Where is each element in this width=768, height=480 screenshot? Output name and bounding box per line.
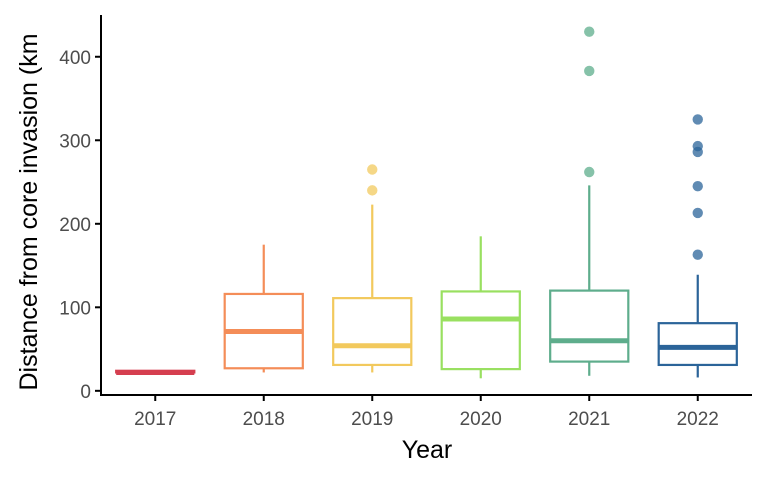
- box-2017: [115, 369, 196, 375]
- y-tick-label: 0: [80, 382, 91, 403]
- y-tick-label: 200: [59, 215, 91, 236]
- x-tick-label: 2022: [677, 409, 719, 430]
- outlier-point: [692, 249, 703, 260]
- box-rect: [657, 322, 738, 367]
- box-2022: [657, 114, 738, 378]
- boxes-layer: [115, 26, 738, 379]
- x-tick-label: 2019: [351, 409, 393, 430]
- outlier-point: [584, 26, 595, 37]
- box-2018: [223, 244, 304, 373]
- outlier-point: [692, 207, 703, 219]
- box-2019: [332, 164, 413, 373]
- y-tick-label: 400: [59, 48, 91, 69]
- box-2021: [549, 26, 630, 376]
- y-axis-title: Distance from core invasion (km: [15, 33, 43, 390]
- y-tick-label: 300: [59, 131, 91, 152]
- x-tick-label: 2021: [568, 409, 610, 430]
- outlier-point: [584, 166, 595, 178]
- x-tick-label: 2020: [460, 409, 502, 430]
- outlier-point: [692, 140, 703, 152]
- x-axis-title: Year: [402, 436, 453, 464]
- box-rect: [440, 290, 521, 371]
- x-ticks: 2017 2018 2019 2020 2021 2022: [134, 395, 719, 430]
- y-ticks: 0 100 200 300 400: [59, 48, 101, 403]
- y-tick-label: 100: [59, 298, 91, 319]
- outlier-point: [692, 181, 703, 192]
- box-2020: [440, 236, 521, 379]
- x-tick-label: 2018: [243, 409, 285, 430]
- x-tick-label: 2017: [134, 409, 176, 430]
- box-rect: [549, 289, 630, 363]
- outlier-point: [692, 114, 703, 125]
- outlier-point: [367, 185, 378, 196]
- outlier-point: [584, 65, 595, 77]
- box-rect: [332, 297, 413, 367]
- outlier-point: [367, 164, 378, 175]
